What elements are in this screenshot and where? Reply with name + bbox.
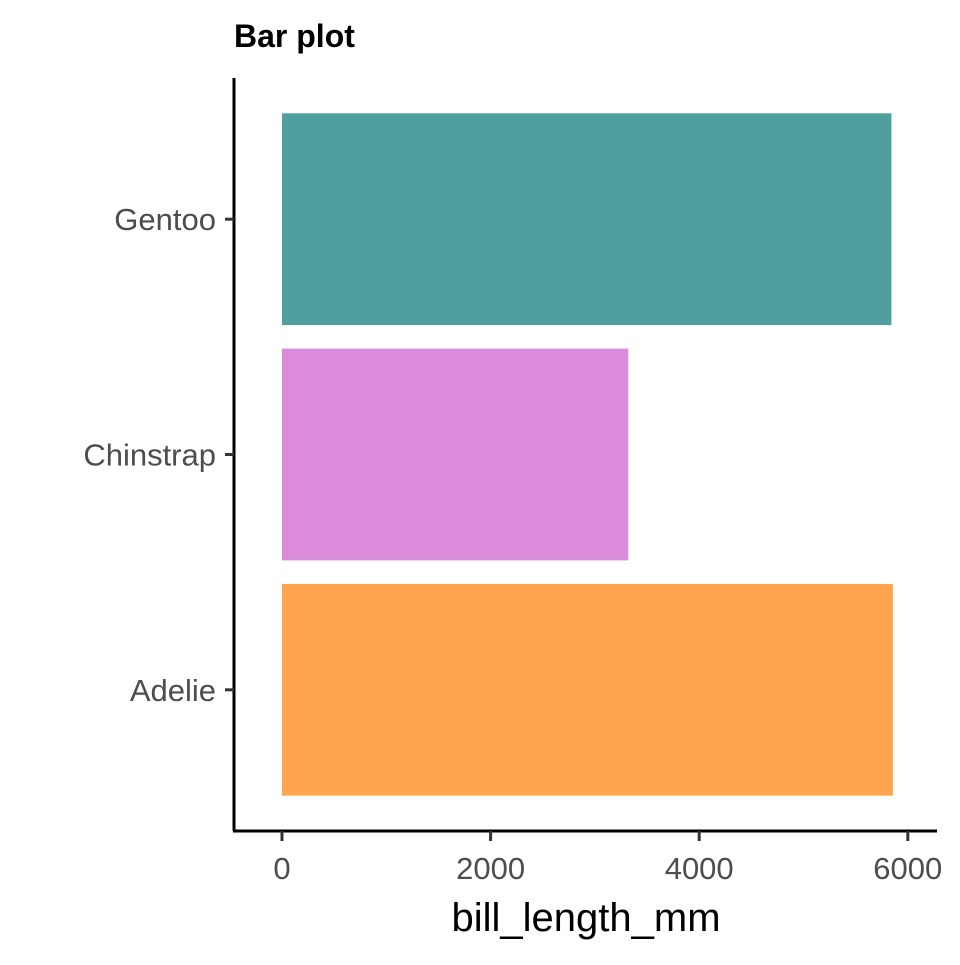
y-tick-label-chinstrap: Chinstrap xyxy=(83,438,216,473)
x-tick-label-6000: 6000 xyxy=(873,851,942,886)
x-tick-label-0: 0 xyxy=(273,851,290,886)
chart-title: Bar plot xyxy=(234,18,355,54)
ticks-layer: Adelie Chinstrap Gentoo 0 2000 4000 6000 xyxy=(83,202,942,886)
bars-layer xyxy=(281,113,893,796)
bar-chinstrap xyxy=(281,348,629,561)
x-axis-label: bill_length_mm xyxy=(451,896,720,940)
x-tick-label-2000: 2000 xyxy=(456,851,525,886)
x-tick-label-4000: 4000 xyxy=(665,851,734,886)
bar-adelie xyxy=(281,583,893,796)
y-tick-label-adelie: Adelie xyxy=(130,673,216,708)
y-tick-label-gentoo: Gentoo xyxy=(114,202,216,237)
bar-gentoo xyxy=(281,113,892,326)
